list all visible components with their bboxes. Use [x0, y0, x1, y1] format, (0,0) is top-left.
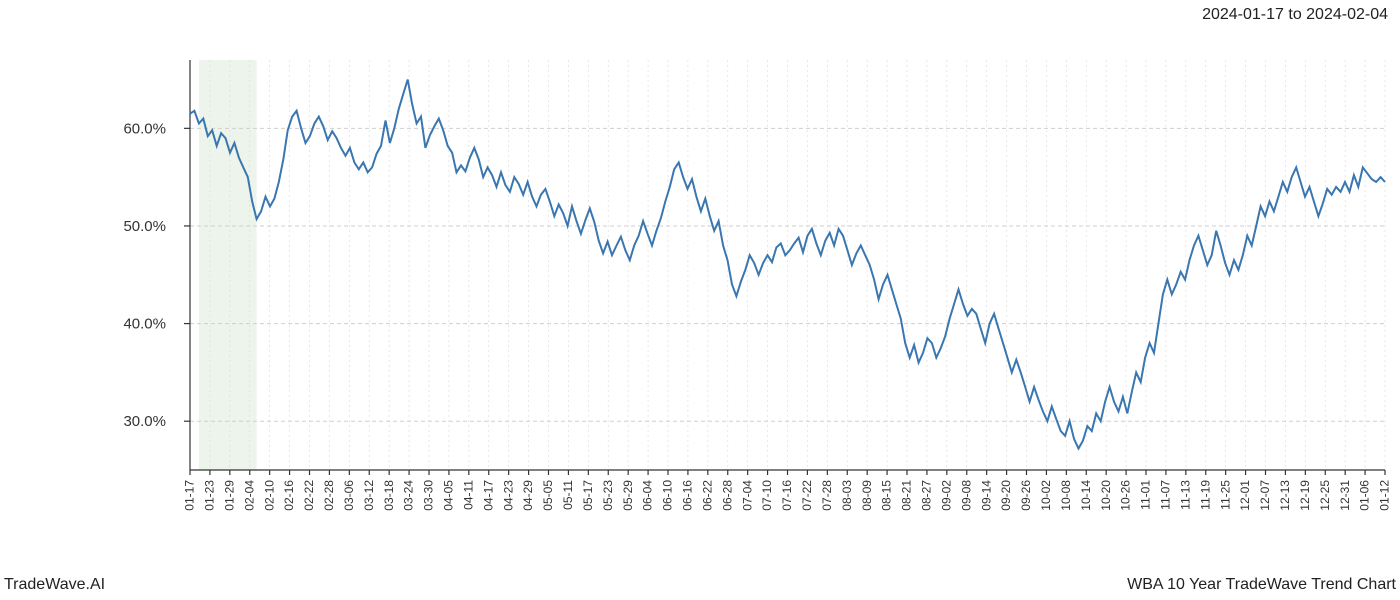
svg-text:03-12: 03-12 [362, 480, 376, 511]
svg-text:04-17: 04-17 [481, 480, 495, 511]
svg-text:06-04: 06-04 [641, 480, 655, 511]
svg-text:09-14: 09-14 [979, 480, 993, 511]
svg-text:07-28: 07-28 [820, 480, 834, 511]
svg-text:02-10: 02-10 [262, 480, 276, 511]
svg-text:02-28: 02-28 [322, 480, 336, 511]
svg-text:07-10: 07-10 [760, 480, 774, 511]
svg-text:04-23: 04-23 [501, 480, 515, 511]
svg-text:12-13: 12-13 [1278, 480, 1292, 511]
svg-text:10-26: 10-26 [1119, 480, 1133, 511]
svg-text:08-03: 08-03 [840, 480, 854, 511]
svg-text:09-02: 09-02 [939, 480, 953, 511]
brand-label: TradeWave.AI [4, 576, 105, 594]
svg-text:10-14: 10-14 [1079, 480, 1093, 511]
svg-text:06-10: 06-10 [661, 480, 675, 511]
svg-text:01-12: 01-12 [1378, 480, 1392, 511]
svg-text:03-06: 03-06 [342, 480, 356, 511]
svg-text:02-22: 02-22 [302, 480, 316, 511]
svg-text:04-29: 04-29 [521, 480, 535, 511]
svg-text:12-31: 12-31 [1338, 480, 1352, 511]
svg-text:02-16: 02-16 [282, 480, 296, 511]
svg-text:06-28: 06-28 [720, 480, 734, 511]
svg-text:08-27: 08-27 [920, 480, 934, 511]
svg-text:11-25: 11-25 [1218, 480, 1232, 510]
svg-text:04-05: 04-05 [442, 480, 456, 511]
svg-text:01-06: 01-06 [1358, 480, 1372, 511]
date-range-label: 2024-01-17 to 2024-02-04 [1202, 6, 1388, 24]
svg-text:08-15: 08-15 [880, 480, 894, 511]
svg-text:08-09: 08-09 [860, 480, 874, 511]
svg-text:12-19: 12-19 [1298, 480, 1312, 511]
svg-text:03-30: 03-30 [422, 480, 436, 511]
svg-text:11-07: 11-07 [1159, 480, 1173, 510]
svg-text:01-17: 01-17 [183, 480, 197, 511]
svg-text:11-19: 11-19 [1198, 480, 1212, 510]
svg-text:10-20: 10-20 [1099, 480, 1113, 511]
svg-text:01-29: 01-29 [222, 480, 236, 511]
svg-text:05-11: 05-11 [561, 480, 575, 510]
svg-text:11-01: 11-01 [1139, 480, 1153, 510]
svg-text:08-21: 08-21 [900, 480, 914, 511]
svg-text:12-01: 12-01 [1238, 480, 1252, 511]
svg-text:05-17: 05-17 [581, 480, 595, 511]
svg-text:30.0%: 30.0% [123, 413, 166, 430]
svg-text:10-08: 10-08 [1059, 480, 1073, 511]
svg-text:50.0%: 50.0% [123, 218, 166, 235]
svg-text:03-24: 03-24 [402, 480, 416, 511]
svg-text:60.0%: 60.0% [123, 120, 166, 137]
svg-text:05-23: 05-23 [601, 480, 615, 511]
svg-text:06-22: 06-22 [700, 480, 714, 511]
svg-text:09-08: 09-08 [959, 480, 973, 511]
trend-chart: 30.0% 40.0% 50.0% 60.0% 01-17 01-23 01-29 02-04… [0, 30, 1400, 550]
svg-text:06-16: 06-16 [681, 480, 695, 511]
svg-text:02-04: 02-04 [242, 480, 256, 511]
svg-text:09-20: 09-20 [999, 480, 1013, 511]
svg-text:05-05: 05-05 [541, 480, 555, 511]
svg-text:40.0%: 40.0% [123, 316, 166, 333]
svg-text:01-23: 01-23 [203, 480, 217, 511]
svg-text:10-02: 10-02 [1039, 480, 1053, 511]
svg-text:07-04: 07-04 [740, 480, 754, 511]
svg-text:12-07: 12-07 [1258, 480, 1272, 511]
chart-svg: 30.0% 40.0% 50.0% 60.0% 01-17 01-23 01-29 02-04… [0, 30, 1400, 550]
svg-text:05-29: 05-29 [621, 480, 635, 511]
chart-title: WBA 10 Year TradeWave Trend Chart [1127, 576, 1396, 594]
svg-text:04-11: 04-11 [461, 480, 475, 510]
svg-text:11-13: 11-13 [1178, 480, 1192, 510]
svg-text:07-22: 07-22 [800, 480, 814, 511]
svg-text:07-16: 07-16 [780, 480, 794, 511]
svg-text:03-18: 03-18 [382, 480, 396, 511]
svg-text:12-25: 12-25 [1318, 480, 1332, 511]
svg-text:09-26: 09-26 [1019, 480, 1033, 511]
